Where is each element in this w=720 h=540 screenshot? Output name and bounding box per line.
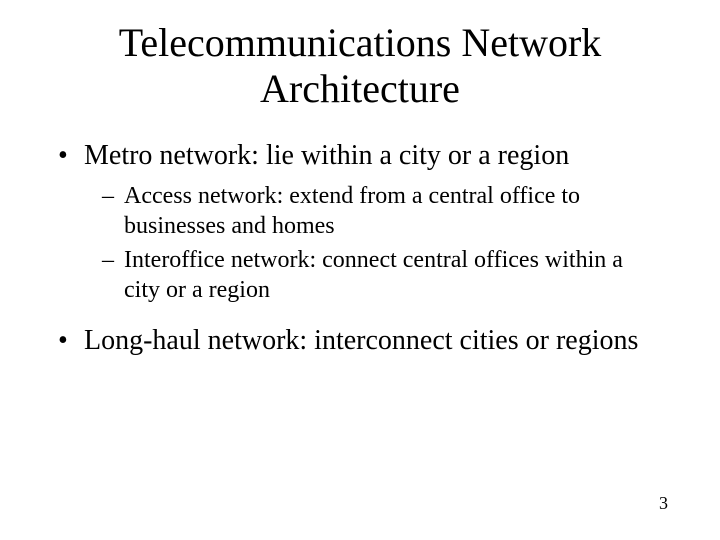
bullet-list: Metro network: lie within a city or a re… [56,138,664,358]
bullet-item: Long-haul network: interconnect cities o… [56,323,664,358]
bullet-item: Metro network: lie within a city or a re… [56,138,664,305]
sub-bullet-item: Access network: extend from a central of… [102,181,664,241]
bullet-text: Long-haul network: interconnect cities o… [84,325,638,356]
bullet-text: Metro network: lie within a city or a re… [84,140,569,171]
sub-bullet-item: Interoffice network: connect central off… [102,245,664,305]
sub-bullet-text: Access network: extend from a central of… [124,183,580,239]
slide: Telecommunications Network Architecture … [0,0,720,540]
page-number: 3 [659,493,668,514]
sub-bullet-list: Access network: extend from a central of… [84,181,664,305]
slide-title: Telecommunications Network Architecture [56,20,664,112]
sub-bullet-text: Interoffice network: connect central off… [124,247,623,303]
